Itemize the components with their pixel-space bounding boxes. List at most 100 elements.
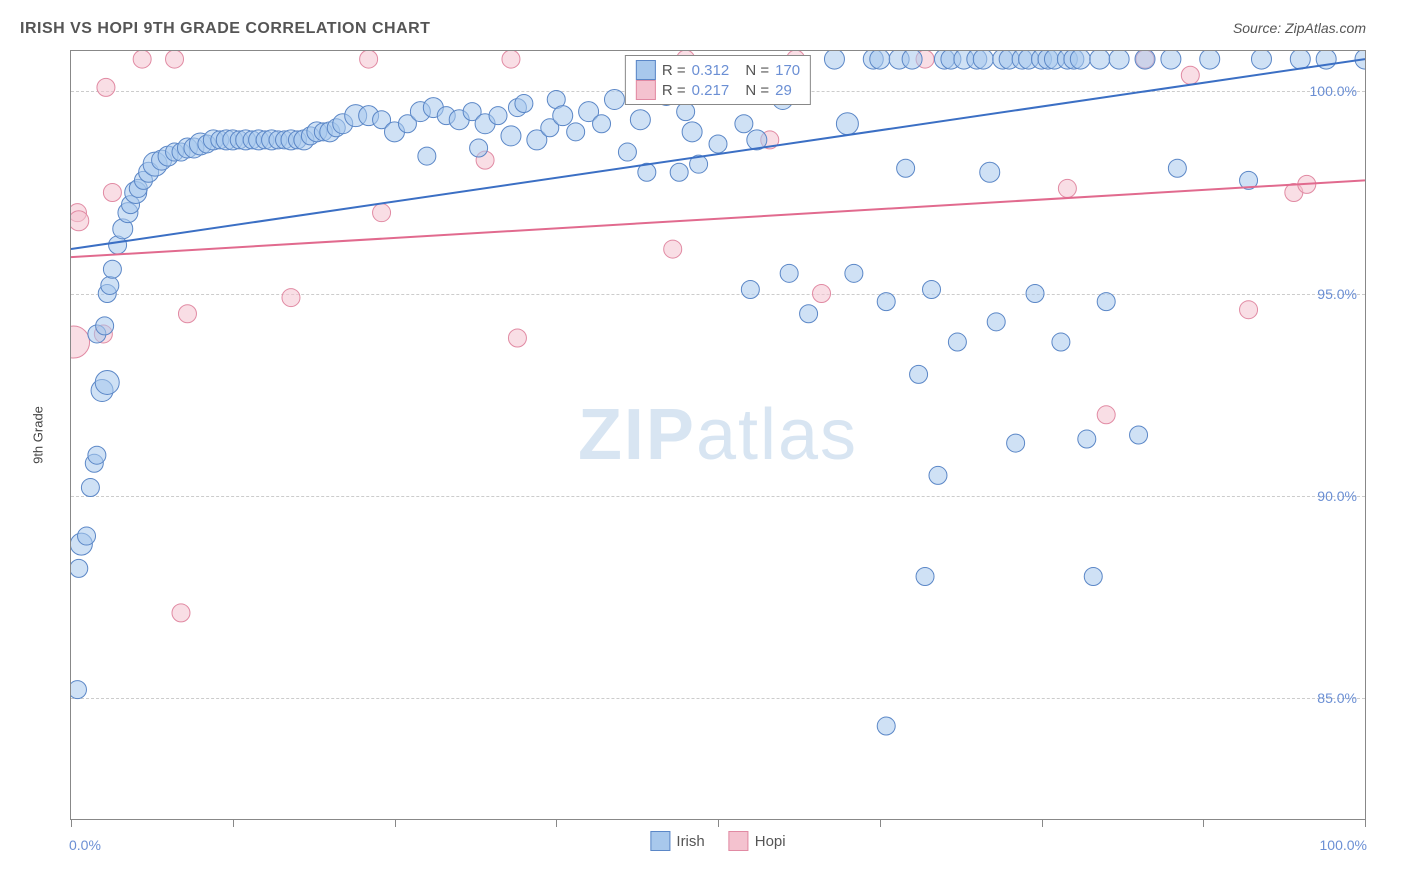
- data-point-irish: [1084, 567, 1102, 585]
- data-point-irish: [501, 126, 521, 146]
- data-point-irish: [567, 123, 585, 141]
- data-point-hopi: [178, 305, 196, 323]
- data-point-irish: [489, 107, 507, 125]
- data-point-irish: [923, 280, 941, 298]
- data-point-hopi: [813, 285, 831, 303]
- data-point-irish: [81, 479, 99, 497]
- data-point-hopi: [166, 51, 184, 68]
- data-point-irish: [96, 317, 114, 335]
- plot-area: ZIPatlas 85.0%90.0%95.0%100.0% R = 0.312…: [70, 50, 1366, 820]
- x-tick: [556, 819, 557, 827]
- data-point-irish: [741, 280, 759, 298]
- data-point-irish: [948, 333, 966, 351]
- data-point-irish: [670, 163, 688, 181]
- data-point-hopi: [1058, 179, 1076, 197]
- data-point-hopi: [664, 240, 682, 258]
- data-point-irish: [709, 135, 727, 153]
- data-point-irish: [682, 122, 702, 142]
- data-point-irish: [88, 446, 106, 464]
- data-point-irish: [877, 717, 895, 735]
- hopi-n-value: 29: [775, 82, 792, 99]
- data-point-irish: [929, 466, 947, 484]
- data-point-irish: [1090, 51, 1110, 69]
- data-point-irish: [1200, 51, 1220, 69]
- data-point-irish: [1007, 434, 1025, 452]
- data-point-irish: [973, 51, 993, 69]
- data-point-irish: [836, 113, 858, 135]
- data-point-irish: [553, 106, 573, 126]
- data-point-irish: [824, 51, 844, 69]
- data-point-irish: [103, 260, 121, 278]
- irish-n-value: 170: [775, 62, 800, 79]
- chart-container: IRISH VS HOPI 9TH GRADE CORRELATION CHAR…: [20, 20, 1386, 872]
- data-point-irish: [870, 51, 890, 69]
- data-point-hopi: [71, 326, 90, 358]
- data-point-hopi: [1181, 66, 1199, 84]
- data-point-irish: [1251, 51, 1271, 69]
- x-max-label: 100.0%: [1320, 837, 1367, 853]
- x-tick: [71, 819, 72, 827]
- data-point-hopi: [103, 183, 121, 201]
- data-point-irish: [1078, 430, 1096, 448]
- data-point-irish: [95, 370, 119, 394]
- data-point-hopi: [508, 329, 526, 347]
- scatter-plot-svg: [71, 51, 1365, 819]
- hopi-swatch-icon: [729, 831, 749, 851]
- x-tick: [1365, 819, 1366, 827]
- data-point-irish: [987, 313, 1005, 331]
- data-point-irish: [604, 90, 624, 110]
- data-point-irish: [1109, 51, 1129, 69]
- x-tick: [233, 819, 234, 827]
- x-tick: [1203, 819, 1204, 827]
- data-point-irish: [618, 143, 636, 161]
- data-point-irish: [593, 115, 611, 133]
- x-min-label: 0.0%: [69, 837, 101, 853]
- data-point-irish: [630, 110, 650, 130]
- data-point-irish: [1130, 426, 1148, 444]
- irish-swatch-icon: [650, 831, 670, 851]
- data-point-irish: [470, 139, 488, 157]
- data-point-irish: [735, 115, 753, 133]
- data-point-irish: [418, 147, 436, 165]
- data-point-hopi: [172, 604, 190, 622]
- data-point-irish: [897, 159, 915, 177]
- data-point-hopi: [502, 51, 520, 68]
- data-point-irish: [780, 264, 798, 282]
- data-point-irish: [1161, 51, 1181, 69]
- data-point-irish: [677, 103, 695, 121]
- data-point-irish: [845, 264, 863, 282]
- trend-line-hopi: [71, 180, 1365, 257]
- data-point-hopi: [133, 51, 151, 68]
- legend-item-irish: Irish: [650, 831, 704, 851]
- data-point-hopi: [282, 289, 300, 307]
- data-point-hopi: [373, 204, 391, 222]
- data-point-irish: [877, 293, 895, 311]
- data-point-irish: [78, 527, 96, 545]
- data-point-hopi: [71, 211, 89, 231]
- irish-swatch-icon: [636, 60, 656, 80]
- source-attribution: Source: ZipAtlas.com: [1233, 20, 1366, 36]
- data-point-irish: [71, 681, 86, 699]
- data-point-irish: [1135, 51, 1155, 69]
- y-axis-label: 9th Grade: [31, 406, 46, 464]
- data-point-irish: [1026, 285, 1044, 303]
- data-point-irish: [101, 276, 119, 294]
- data-point-hopi: [97, 78, 115, 96]
- x-tick: [718, 819, 719, 827]
- hopi-r-value: 0.217: [692, 82, 730, 99]
- data-point-irish: [800, 305, 818, 323]
- hopi-swatch-icon: [636, 80, 656, 100]
- data-point-irish: [515, 95, 533, 113]
- correlation-legend: R = 0.312 N = 170 R = 0.217 N = 29: [625, 55, 811, 105]
- data-point-irish: [910, 365, 928, 383]
- data-point-hopi: [1240, 301, 1258, 319]
- data-point-irish: [1168, 159, 1186, 177]
- series-legend: Irish Hopi: [650, 831, 785, 851]
- x-tick: [880, 819, 881, 827]
- irish-r-value: 0.312: [692, 62, 730, 79]
- data-point-hopi: [360, 51, 378, 68]
- legend-row-hopi: R = 0.217 N = 29: [636, 80, 800, 100]
- x-tick: [1042, 819, 1043, 827]
- data-point-irish: [916, 567, 934, 585]
- data-point-irish: [1290, 51, 1310, 69]
